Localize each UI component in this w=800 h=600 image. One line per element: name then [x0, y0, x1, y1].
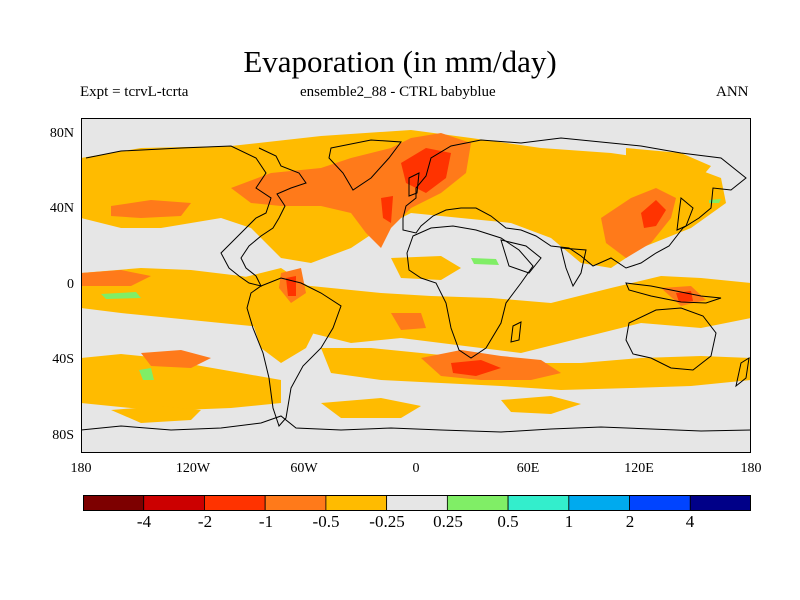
colorbar-label: 0.5 [497, 512, 519, 531]
map-frame [81, 118, 751, 453]
coast-australia [625, 307, 717, 371]
field-red-orange [286, 148, 693, 376]
lat-label-80s: 80S [52, 428, 74, 443]
colorbar-label: -4 [136, 512, 152, 531]
coast-japan [676, 197, 694, 231]
colorbar-box [325, 495, 388, 511]
coast-antarctica [81, 415, 751, 433]
coast-india [560, 247, 587, 288]
colorbar-label: 1 [564, 512, 574, 531]
coast-arabia [500, 239, 542, 274]
colorbar-label: 0.25 [433, 512, 463, 531]
lat-label-40n: 40N [49, 201, 74, 216]
colorbar-box [568, 495, 630, 511]
lat-label-80n: 80N [49, 126, 74, 141]
colorbar-label: -0.5 [312, 512, 340, 531]
colorbar-label: -0.25 [369, 512, 405, 531]
coast-south-america [246, 277, 342, 427]
coast-greenland [328, 139, 402, 191]
colorbar-label: -1 [258, 512, 274, 531]
coast-indonesia [625, 282, 722, 304]
experiment-label: Expt = tcrvL-tcrta [80, 84, 189, 100]
lon-label-180w: 180 [70, 461, 92, 476]
coastlines [81, 137, 751, 433]
lon-label-60w: 60W [290, 461, 318, 476]
evaporation-map [81, 118, 751, 453]
coast-africa [406, 225, 534, 359]
lat-label-40s: 40S [52, 352, 74, 367]
colorbar-label: 4 [685, 512, 695, 531]
colorbar-box [386, 495, 448, 511]
colorbar-box [143, 495, 205, 511]
coast-uk [408, 172, 420, 197]
colorbar-label: 2 [625, 512, 635, 531]
lon-label-120e: 120E [624, 461, 654, 476]
lon-label-120w: 120W [175, 461, 211, 476]
colorbar [83, 495, 751, 511]
colorbar-box [83, 495, 145, 511]
colorbar-box [629, 495, 691, 511]
plot-title: Evaporation (in mm/day) [243, 44, 557, 79]
lat-label-0: 0 [67, 277, 74, 292]
ensemble-label: ensemble2_88 - CTRL babyblue [300, 84, 496, 100]
lon-label-180e: 180 [740, 461, 762, 476]
colorbar-box [507, 495, 570, 511]
coast-new-zealand [735, 357, 750, 388]
colorbar-box [446, 495, 509, 511]
colorbar-box [204, 495, 266, 511]
season-label: ANN [716, 84, 749, 100]
colorbar-box [264, 495, 327, 511]
coast-north-america [85, 145, 307, 287]
colorbar-label: -2 [197, 512, 213, 531]
lon-label-0: 0 [412, 461, 420, 476]
field-light-green [101, 199, 721, 380]
lon-label-60e: 60E [516, 461, 540, 476]
colorbar-box [689, 495, 751, 511]
coast-madagascar [510, 321, 522, 343]
coast-eurasia [402, 137, 747, 269]
